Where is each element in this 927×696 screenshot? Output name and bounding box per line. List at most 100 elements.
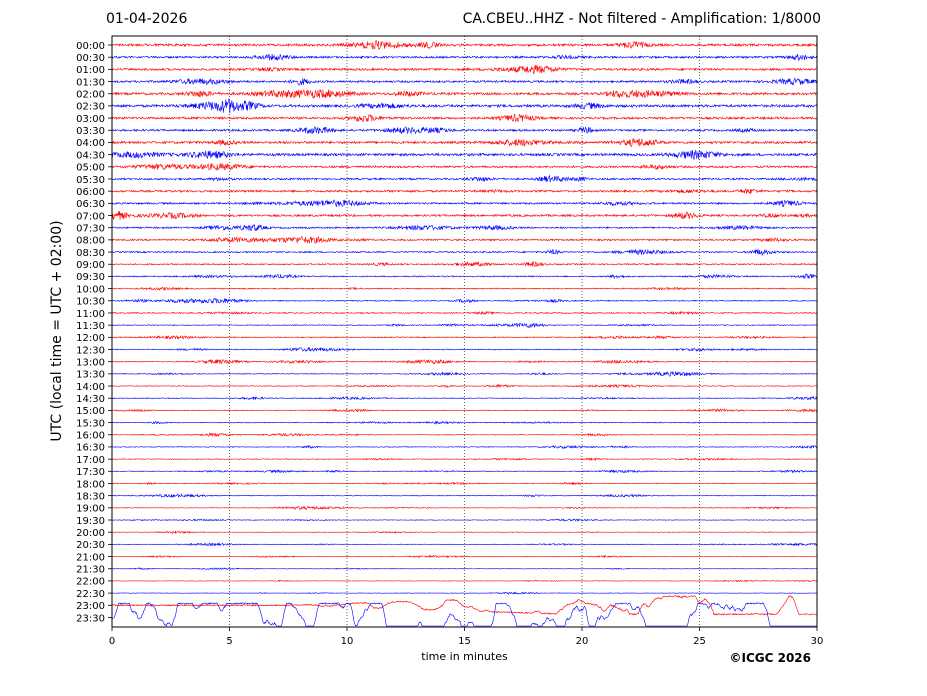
seismic-trace-0000 bbox=[111, 40, 818, 50]
y-tick-label: 08:00 bbox=[76, 236, 105, 247]
seismic-trace-0630 bbox=[111, 199, 818, 208]
y-tick-label: 05:00 bbox=[76, 163, 105, 174]
seismic-trace-1230 bbox=[111, 346, 818, 352]
seismic-trace-1330 bbox=[111, 370, 818, 377]
y-tick-label: 22:30 bbox=[76, 589, 105, 600]
seismic-trace-0030 bbox=[111, 53, 818, 62]
y-tick-label: 12:30 bbox=[76, 345, 105, 356]
seismic-trace-1500 bbox=[111, 408, 818, 413]
seismic-trace-0830 bbox=[111, 248, 818, 257]
y-tick-label: 13:00 bbox=[76, 357, 105, 368]
y-tick-label: 21:30 bbox=[76, 565, 105, 576]
y-tick-label: 03:30 bbox=[76, 126, 105, 137]
x-axis-label: time in minutes bbox=[421, 650, 508, 663]
seismic-trace-0700 bbox=[111, 210, 818, 220]
y-tick-label: 11:00 bbox=[76, 309, 105, 320]
x-tick-label: 0 bbox=[109, 636, 115, 647]
seismic-trace-1800 bbox=[111, 481, 818, 486]
seismic-trace-2100 bbox=[111, 554, 818, 559]
seismic-trace-0500 bbox=[111, 162, 818, 171]
copyright-label: ©ICGC 2026 bbox=[729, 651, 811, 665]
seismic-trace-0200 bbox=[111, 88, 818, 99]
y-tick-label: 22:00 bbox=[76, 577, 105, 588]
seismic-trace-0400 bbox=[111, 137, 818, 147]
y-tick-label: 13:30 bbox=[76, 370, 105, 381]
y-tick-label: 03:00 bbox=[76, 114, 105, 125]
y-tick-label: 18:30 bbox=[76, 491, 105, 502]
y-tick-label: 19:00 bbox=[76, 504, 105, 515]
y-tick-label: 12:00 bbox=[76, 333, 105, 344]
y-tick-label: 20:30 bbox=[76, 540, 105, 551]
y-tick-label: 01:00 bbox=[76, 65, 105, 76]
y-tick-label: 09:00 bbox=[76, 260, 105, 271]
y-tick-label: 00:30 bbox=[76, 53, 105, 64]
seismic-trace-1000 bbox=[111, 286, 818, 291]
seismic-trace-1830 bbox=[111, 493, 818, 499]
seismic-trace-1730 bbox=[111, 469, 818, 474]
seismic-trace-0430 bbox=[111, 149, 818, 160]
x-axis: 0 5 10 15 20 25 30 bbox=[109, 627, 824, 647]
seismic-trace-1600 bbox=[111, 432, 818, 438]
y-tick-label: 06:00 bbox=[76, 187, 105, 198]
seismic-trace-0600 bbox=[111, 188, 818, 194]
y-tick-label: 09:30 bbox=[76, 272, 105, 283]
y-tick-label: 08:30 bbox=[76, 248, 105, 259]
seismic-trace-1530 bbox=[111, 420, 818, 425]
y-tick-label: 02:30 bbox=[76, 102, 105, 113]
seismic-trace-0330 bbox=[111, 126, 818, 135]
y-tick-label: 17:30 bbox=[76, 467, 105, 478]
y-tick-label: 14:30 bbox=[76, 394, 105, 405]
seismic-trace-2000 bbox=[111, 530, 818, 535]
seismic-trace-1430 bbox=[111, 396, 818, 401]
seismic-trace-1900 bbox=[111, 505, 818, 510]
y-tick-label: 00:00 bbox=[76, 41, 105, 52]
seismic-trace-1200 bbox=[111, 335, 818, 340]
y-tick-label: 10:00 bbox=[76, 284, 105, 295]
y-tick-label: 16:00 bbox=[76, 431, 105, 442]
y-tick-label: 17:00 bbox=[76, 455, 105, 466]
y-axis-label: UTC (local time = UTC + 02:00) bbox=[49, 220, 65, 442]
seismic-trace-0730 bbox=[111, 223, 818, 232]
y-tick-label: 02:00 bbox=[76, 90, 105, 101]
seismic-trace-1030 bbox=[111, 297, 818, 304]
x-tick-label: 15 bbox=[458, 636, 471, 647]
date-label: 01-04-2026 bbox=[106, 11, 188, 27]
y-tick-label: 06:30 bbox=[76, 199, 105, 210]
seismic-trace-2300 bbox=[111, 595, 818, 616]
y-tick-label: 15:00 bbox=[76, 406, 105, 417]
seismic-trace-0800 bbox=[111, 235, 818, 244]
seismic-trace-2330 bbox=[111, 602, 817, 627]
seismic-trace-1300 bbox=[111, 358, 818, 365]
seismic-trace-0230 bbox=[111, 98, 818, 114]
seismic-trace-2200 bbox=[111, 579, 818, 583]
seismic-trace-0930 bbox=[111, 273, 818, 280]
y-tick-label: 20:00 bbox=[76, 528, 105, 539]
seismic-trace-2030 bbox=[111, 542, 818, 547]
y-tick-label: 07:00 bbox=[76, 211, 105, 222]
y-tick-label: 23:30 bbox=[76, 613, 105, 624]
x-tick-label: 5 bbox=[226, 636, 232, 647]
seismic-trace-0900 bbox=[111, 261, 818, 268]
x-tick-label: 10 bbox=[341, 636, 354, 647]
y-tick-label: 14:00 bbox=[76, 382, 105, 393]
seismic-trace-1100 bbox=[111, 310, 818, 316]
y-tick-label: 05:30 bbox=[76, 175, 105, 186]
seismic-trace-2230 bbox=[111, 591, 818, 595]
seismic-trace-1630 bbox=[111, 444, 818, 450]
x-tick-label: 25 bbox=[693, 636, 706, 647]
y-tick-label: 11:30 bbox=[76, 321, 105, 332]
plot-frame bbox=[111, 35, 818, 628]
y-tick-label: 04:00 bbox=[76, 138, 105, 149]
y-tick-label: 04:30 bbox=[76, 150, 105, 161]
y-tick-label: 23:00 bbox=[76, 601, 105, 612]
seismic-trace-0100 bbox=[111, 64, 818, 74]
y-tick-label: 10:30 bbox=[76, 297, 105, 308]
chart-title: CA.CBEU..HHZ - Not filtered - Amplificat… bbox=[462, 11, 821, 27]
seismic-trace-1130 bbox=[111, 322, 818, 329]
seismic-trace-2130 bbox=[111, 567, 818, 570]
seismic-trace-0300 bbox=[111, 113, 818, 123]
y-tick-label: 21:00 bbox=[76, 552, 105, 563]
y-tick-label: 07:30 bbox=[76, 224, 105, 235]
x-tick-label: 30 bbox=[811, 636, 824, 647]
